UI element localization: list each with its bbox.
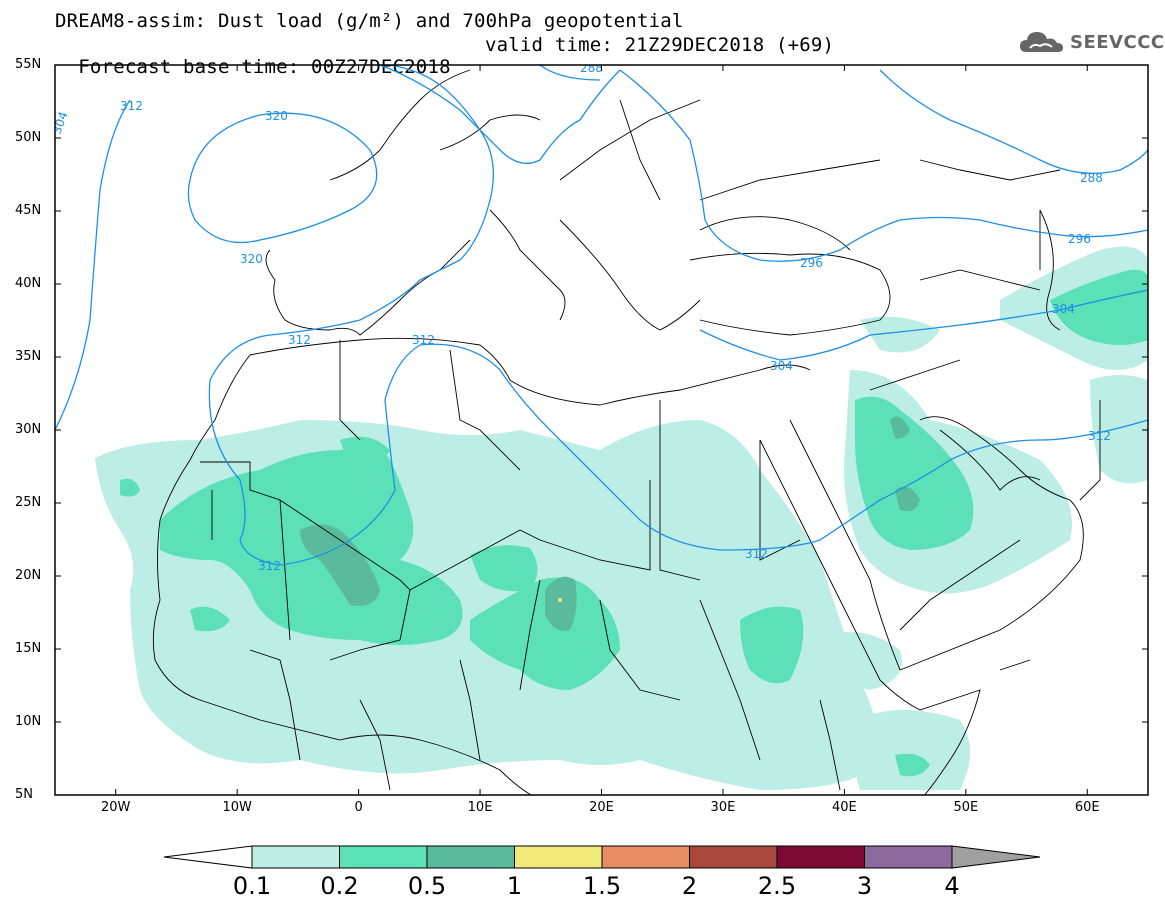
colorbar-label: 2.5	[757, 872, 797, 900]
lat-tick-label: 25N	[15, 495, 42, 510]
colorbar-over-triangle	[951, 845, 1041, 869]
contour-label: 296	[1068, 232, 1091, 246]
contour-label: 296	[800, 256, 823, 270]
contour-label: 320	[240, 252, 263, 266]
lat-tick-label: 5N	[15, 787, 33, 802]
geopotential-contours	[55, 65, 1148, 566]
colorbar-segment	[514, 845, 603, 869]
coastlines-borders	[152, 69, 1101, 795]
colorbar-segment	[689, 845, 778, 869]
lat-tick-label: 45N	[15, 203, 42, 218]
colorbar-segment	[776, 845, 865, 869]
map-title: DREAM8-assim: Dust load (g/m²) and 700hP…	[55, 10, 684, 32]
lon-tick-label: 10W	[222, 800, 252, 815]
colorbar-label: 2	[681, 872, 698, 900]
contour-label: 312	[412, 333, 435, 347]
contour-label: 312	[745, 547, 768, 561]
lon-tick-label: 0	[354, 800, 363, 815]
lon-tick-label: 60E	[1074, 800, 1100, 815]
colorbar-segment	[426, 845, 515, 869]
lat-tick-label: 10N	[15, 714, 42, 729]
colorbar-under-triangle	[163, 845, 253, 869]
valid-time-text: valid time: 21Z29DEC2018 (+69)	[485, 34, 835, 56]
contour-label: 304	[1052, 302, 1075, 316]
colorbar-label: 3	[856, 872, 873, 900]
lat-tick-label: 20N	[15, 568, 42, 583]
contour-label: 304	[770, 359, 793, 373]
logo-text: SEEVCCC	[1070, 32, 1165, 53]
lat-tick-label: 55N	[15, 57, 42, 72]
contour-label: 320	[265, 109, 288, 123]
axis-ticks	[55, 64, 1148, 796]
contour-label: 312	[1088, 429, 1111, 443]
lon-tick-label: 20W	[101, 800, 131, 815]
forecast-base-time: Forecast base time: 00Z27DEC2018 valid t…	[55, 34, 834, 100]
colorbar-label: 0.1	[232, 872, 272, 900]
contour-label: 288	[580, 61, 603, 75]
lat-tick-label: 15N	[15, 641, 42, 656]
lon-tick-label: 40E	[831, 800, 857, 815]
lon-tick-label: 50E	[953, 800, 979, 815]
lat-tick-label: 50N	[15, 130, 42, 145]
lat-tick-label: 35N	[15, 349, 42, 364]
colorbar-label: 1.5	[582, 872, 622, 900]
base-time-text: Forecast base time: 00Z27DEC2018	[78, 56, 451, 78]
contour-label: 312	[288, 333, 311, 347]
colorbar-label: 0.5	[407, 872, 447, 900]
colorbar	[163, 845, 1041, 869]
lon-tick-label: 10E	[467, 800, 493, 815]
colorbar-label: 0.2	[320, 872, 359, 900]
seevccc-logo: SEEVCCC	[1018, 28, 1164, 58]
colorbar-label: 1	[506, 872, 523, 900]
colorbar-label: 4	[944, 872, 960, 900]
contour-label: 288	[1080, 171, 1103, 185]
colorbar-segment	[251, 845, 340, 869]
lat-tick-label: 30N	[15, 422, 42, 437]
colorbar-segment	[601, 845, 690, 869]
dust-shading-high	[300, 416, 920, 631]
colorbar-segment	[864, 845, 953, 869]
contour-label: 312	[258, 559, 281, 573]
lon-tick-label: 30E	[710, 800, 736, 815]
lon-tick-label: 20E	[589, 800, 614, 815]
colorbar-segment	[339, 845, 428, 869]
cloud-logo-icon	[1020, 32, 1063, 52]
dust-peak-marker	[558, 598, 562, 602]
lat-tick-label: 40N	[15, 276, 42, 291]
contour-labels: 304 312 320 320 312 312 312 288 296 304 …	[55, 61, 1111, 573]
map-plot-area: 304 312 320 320 312 312 312 288 296 304 …	[55, 61, 1148, 795]
contour-label: 312	[120, 99, 143, 113]
